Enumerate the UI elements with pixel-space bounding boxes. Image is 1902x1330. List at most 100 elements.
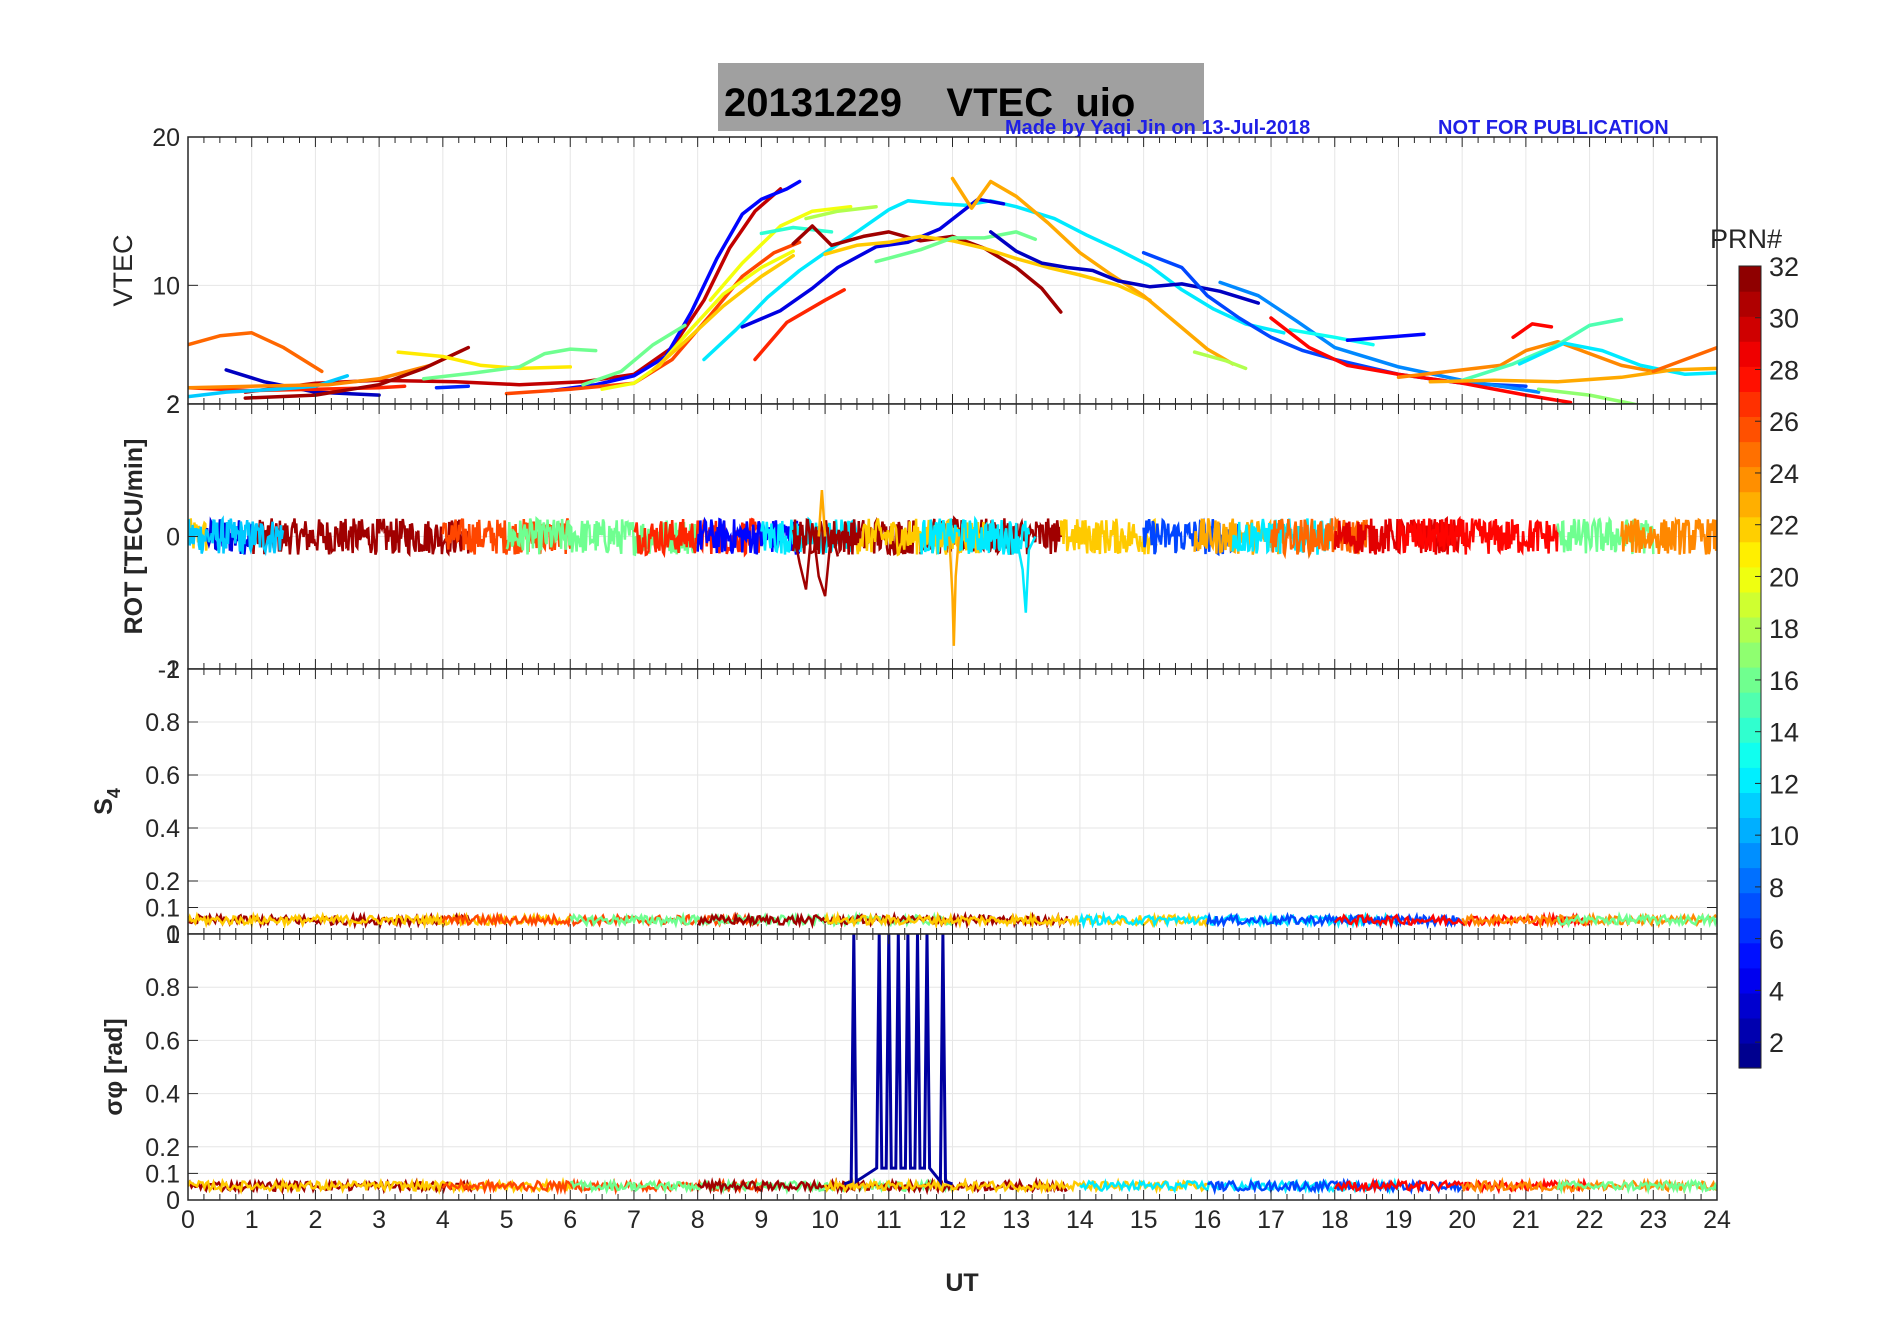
vtec-y-axis-label: VTEC (108, 234, 138, 306)
colorbar-step-29 (1739, 341, 1761, 367)
s4-ytick-label-0.8: 0.8 (145, 709, 180, 737)
colorbar-tick-label-20: 20 (1769, 562, 1799, 592)
rot-band-prn24-21 (1620, 516, 1717, 555)
colorbar-step-11 (1739, 792, 1761, 818)
s4-y-axis-label: S4 (90, 788, 124, 815)
vtec-series-prn17-37 (1536, 387, 1644, 404)
rot-band-prn11-3 (188, 515, 285, 557)
x-tick-label-15: 15 (1130, 1206, 1158, 1234)
s4-ytick-label-0.1: 0.1 (145, 895, 180, 923)
sigma_phi-ytick-label-0: 0 (166, 1187, 180, 1215)
vtec-series-prn16-24 (874, 230, 1038, 264)
rot-y-axis-label: ROT [TECU/min] (120, 439, 148, 635)
colorbar-step-20 (1739, 566, 1761, 593)
colorbar-step-6 (1739, 917, 1761, 944)
colorbar-tick-label-10: 10 (1769, 821, 1799, 851)
sigma_phi-data (188, 934, 1717, 1196)
vtec-series-prn16-9 (421, 347, 598, 381)
vtec-ytick-label-2: 2 (166, 391, 180, 419)
colorbar-tick-label-12: 12 (1769, 769, 1799, 799)
x-tick-label-5: 5 (500, 1206, 514, 1234)
colorbar-step-16 (1739, 667, 1761, 693)
vtec-series-prn4-21 (740, 197, 1006, 329)
colorbar-step-28 (1739, 366, 1761, 392)
vtec-series-prn11-5 (188, 374, 350, 399)
colorbar-step-23 (1739, 491, 1761, 518)
x-axis-label: UT (945, 1269, 978, 1297)
vtec-series-prn31-20 (791, 224, 1063, 314)
sigma_phi-band-prn28-8 (1333, 1177, 1591, 1195)
sigma_phi-ytick-label-0.1: 0.1 (145, 1160, 180, 1188)
vtec-series-prn23-25 (950, 176, 1235, 366)
vtec-series-prn20-13 (600, 249, 795, 391)
colorbar-frame (1738, 265, 1762, 1069)
vtec-series-prn25-3 (188, 331, 324, 374)
colorbar-step-2 (1739, 1017, 1761, 1044)
s4-band-prn7-7 (1206, 911, 1464, 930)
colorbar-tick-label-26: 26 (1769, 407, 1799, 437)
colorbar-tick-label-24: 24 (1769, 459, 1799, 489)
vtec-series-prn5-11 (549, 179, 802, 393)
vtec-series-prn21-8 (396, 350, 573, 371)
x-tick-label-22: 22 (1576, 1206, 1604, 1234)
x-tick-label-13: 13 (1002, 1206, 1030, 1234)
rot-band-prn31-4 (346, 518, 470, 558)
x-tick-label-10: 10 (811, 1206, 839, 1234)
sigma_phi-ytick-label-0.2: 0.2 (145, 1134, 180, 1162)
colorbar-step-14 (1739, 717, 1761, 743)
colorbar-step-7 (1739, 892, 1761, 919)
x-tick-label-20: 20 (1448, 1206, 1476, 1234)
chart-title: 20131229 VTEC uio (724, 81, 1135, 125)
vtec-series-prn28-34 (1511, 322, 1554, 340)
colorbar-step-8 (1739, 867, 1761, 894)
rot-ytick-label-2: 2 (166, 391, 180, 419)
sigma_phi-band-prn22-1 (188, 1176, 572, 1195)
x-tick-label-23: 23 (1639, 1206, 1667, 1234)
vtec-series-prn12-36 (1517, 341, 1717, 377)
sigma_phi-ytick-label-0.6: 0.6 (145, 1027, 180, 1055)
vtec-ytick-label-20: 20 (152, 124, 180, 152)
colorbar-step-3 (1739, 992, 1761, 1019)
x-tick-label-9: 9 (754, 1206, 768, 1234)
sigma_phi-ytick-label-0.8: 0.8 (145, 974, 180, 1002)
vtec-ytick-label-10: 10 (152, 272, 180, 300)
sigma_phi-band-prn16-10 (1556, 1178, 1717, 1195)
s4-band-prn16-10 (1556, 911, 1717, 929)
colorbar-tick-label-28: 28 (1769, 355, 1799, 385)
sigma-phi-spikes-prn2 (843, 934, 954, 1186)
colorbar-step-24 (1739, 466, 1761, 493)
colorbar-tick-label-16: 16 (1769, 666, 1799, 696)
rot-band-prn31-2 (250, 518, 349, 555)
colorbar-tick-label-30: 30 (1769, 304, 1799, 334)
colorbar-step-15 (1739, 692, 1761, 718)
colorbar-step-17 (1739, 641, 1761, 668)
colorbar-tick-label-4: 4 (1769, 976, 1784, 1006)
x-tick-label-7: 7 (627, 1206, 641, 1234)
colorbar-step-10 (1739, 817, 1761, 844)
rot-excursion-1 (948, 536, 961, 646)
rot-excursion-0 (791, 523, 840, 597)
vtec-series-prn27-22 (753, 288, 846, 362)
vtec-series-prn22-15 (651, 253, 795, 372)
vtec-series-prn13-30 (1288, 328, 1375, 347)
vtec-series-prn18-17 (804, 204, 878, 221)
x-tick-label-1: 1 (245, 1206, 259, 1234)
colorbar-tick-label-22: 22 (1769, 511, 1799, 541)
colorbar-step-12 (1739, 767, 1761, 793)
colorbar-tick-label-6: 6 (1769, 925, 1784, 955)
colorbar-step-32 (1739, 266, 1761, 292)
colorbar-tick-label-18: 18 (1769, 614, 1799, 644)
colorbar-tick-label-8: 8 (1769, 873, 1784, 903)
x-tick-label-0: 0 (181, 1206, 195, 1234)
vtec-series-prn18-29 (1192, 350, 1248, 371)
notice-text: NOT FOR PUBLICATION (1438, 117, 1669, 139)
colorbar-step-19 (1739, 591, 1761, 618)
colorbar-label: PRN# (1710, 224, 1782, 254)
vtec-series-prn31-7 (243, 345, 471, 400)
rot-excursion-2 (1014, 535, 1037, 613)
panel-rot: -2 0 2 ROT [TECU/min] (120, 391, 1718, 684)
x-tick-label-8: 8 (691, 1206, 705, 1234)
vtec-series-prn27-4 (188, 384, 407, 393)
vtec-series-prn23-38 (1428, 366, 1717, 384)
